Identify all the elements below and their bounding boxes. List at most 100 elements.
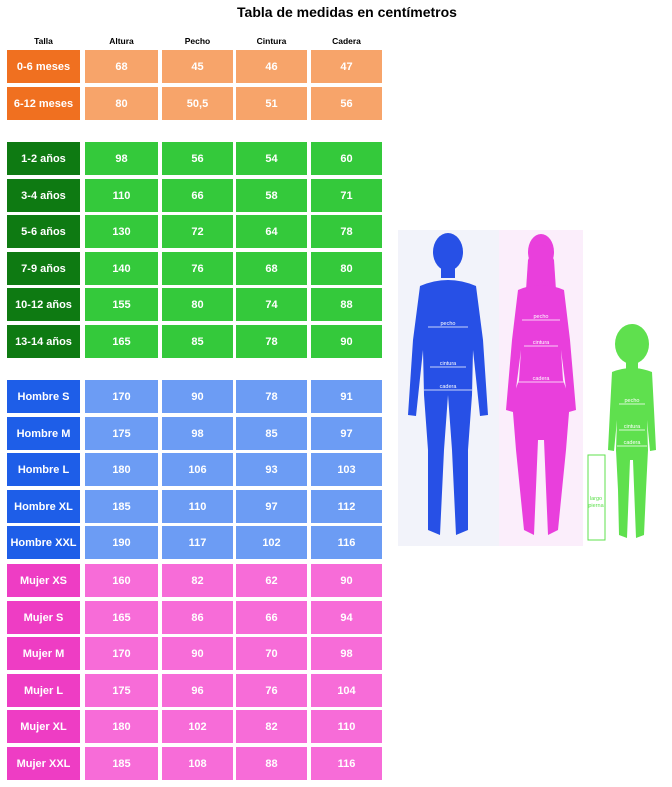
size-label-cell: Hombre XXL bbox=[7, 526, 80, 559]
altura-value-cell: 175 bbox=[85, 417, 158, 450]
cadera-value-cell: 91 bbox=[311, 380, 382, 413]
header-altura: Altura bbox=[109, 36, 134, 46]
woman-pecho-label: pecho bbox=[534, 314, 549, 320]
pecho-value-cell: 96 bbox=[162, 674, 233, 707]
altura-value-cell: 185 bbox=[85, 490, 158, 523]
size-label-cell: Hombre L bbox=[7, 453, 80, 486]
cadera-value-cell: 97 bbox=[311, 417, 382, 450]
size-label-cell: Hombre XL bbox=[7, 490, 80, 523]
altura-value-cell: 190 bbox=[85, 526, 158, 559]
woman-silhouette bbox=[506, 234, 576, 535]
cadera-value-cell: 98 bbox=[311, 637, 382, 670]
cadera-value-cell: 110 bbox=[311, 710, 382, 743]
altura-value-cell: 175 bbox=[85, 674, 158, 707]
pecho-value-cell: 85 bbox=[162, 325, 233, 358]
size-label-cell: Mujer M bbox=[7, 637, 80, 670]
cadera-value-cell: 90 bbox=[311, 564, 382, 597]
size-label-cell: 1-2 años bbox=[7, 142, 80, 175]
man-silhouette bbox=[408, 233, 488, 535]
altura-value-cell: 165 bbox=[85, 325, 158, 358]
pecho-value-cell: 108 bbox=[162, 747, 233, 780]
altura-value-cell: 170 bbox=[85, 380, 158, 413]
cintura-value-cell: 97 bbox=[236, 490, 307, 523]
cintura-value-cell: 66 bbox=[236, 601, 307, 634]
header-pecho: Pecho bbox=[184, 36, 211, 46]
size-label-cell: 0-6 meses bbox=[7, 50, 80, 83]
woman-measure-lines bbox=[518, 319, 564, 383]
pecho-value-cell: 106 bbox=[162, 453, 233, 486]
cadera-value-cell: 88 bbox=[311, 288, 382, 321]
cintura-value-cell: 78 bbox=[236, 325, 307, 358]
cintura-value-cell: 74 bbox=[236, 288, 307, 321]
pecho-value-cell: 76 bbox=[162, 252, 233, 285]
man-measure-lines bbox=[424, 326, 472, 391]
size-label-cell: 5-6 años bbox=[7, 215, 80, 248]
cintura-value-cell: 58 bbox=[236, 179, 307, 212]
cintura-value-cell: 102 bbox=[236, 526, 307, 559]
child-figure: pecho cintura cadera largo pierna bbox=[587, 324, 656, 541]
pecho-value-cell: 90 bbox=[162, 380, 233, 413]
cintura-value-cell: 93 bbox=[236, 453, 307, 486]
child-largo-pierna-label: largo pierna bbox=[588, 496, 604, 509]
altura-value-cell: 68 bbox=[85, 50, 158, 83]
pecho-value-cell: 117 bbox=[162, 526, 233, 559]
pecho-value-cell: 82 bbox=[162, 564, 233, 597]
pecho-value-cell: 66 bbox=[162, 179, 233, 212]
altura-value-cell: 130 bbox=[85, 215, 158, 248]
size-label-cell: 6-12 meses bbox=[7, 87, 80, 120]
cintura-value-cell: 54 bbox=[236, 142, 307, 175]
cintura-value-cell: 64 bbox=[236, 215, 307, 248]
page-title: Tabla de medidas en centímetros bbox=[237, 4, 457, 20]
cintura-value-cell: 51 bbox=[236, 87, 307, 120]
pecho-value-cell: 98 bbox=[162, 417, 233, 450]
cintura-value-cell: 76 bbox=[236, 674, 307, 707]
man-cintura-label: cintura bbox=[440, 361, 457, 367]
altura-value-cell: 170 bbox=[85, 637, 158, 670]
cadera-value-cell: 47 bbox=[311, 50, 382, 83]
cadera-value-cell: 104 bbox=[311, 674, 382, 707]
cadera-value-cell: 78 bbox=[311, 215, 382, 248]
altura-value-cell: 160 bbox=[85, 564, 158, 597]
man-pecho-label: pecho bbox=[441, 321, 456, 327]
cadera-value-cell: 94 bbox=[311, 601, 382, 634]
cintura-value-cell: 85 bbox=[236, 417, 307, 450]
size-label-cell: Hombre S bbox=[7, 380, 80, 413]
cintura-value-cell: 46 bbox=[236, 50, 307, 83]
header-cintura: Cintura bbox=[256, 36, 287, 46]
leg-length-box bbox=[587, 454, 606, 541]
pecho-value-cell: 56 bbox=[162, 142, 233, 175]
child-pecho-label: pecho bbox=[625, 398, 640, 404]
pecho-value-cell: 110 bbox=[162, 490, 233, 523]
altura-value-cell: 155 bbox=[85, 288, 158, 321]
pecho-value-cell: 90 bbox=[162, 637, 233, 670]
altura-value-cell: 180 bbox=[85, 710, 158, 743]
pecho-value-cell: 102 bbox=[162, 710, 233, 743]
body-measurement-illustration: pecho cintura cadera pecho cintura cader… bbox=[398, 230, 583, 546]
cintura-value-cell: 88 bbox=[236, 747, 307, 780]
pecho-value-cell: 45 bbox=[162, 50, 233, 83]
cadera-value-cell: 80 bbox=[311, 252, 382, 285]
size-label-cell: Mujer XXL bbox=[7, 747, 80, 780]
child-silhouette-shape bbox=[608, 324, 656, 538]
size-label-cell: Mujer XL bbox=[7, 710, 80, 743]
size-label-cell: 7-9 años bbox=[7, 252, 80, 285]
child-cadera-label: cadera bbox=[624, 440, 642, 446]
cadera-value-cell: 90 bbox=[311, 325, 382, 358]
size-label-cell: 10-12 años bbox=[7, 288, 80, 321]
size-label-cell: Mujer XS bbox=[7, 564, 80, 597]
header-cadera: Cadera bbox=[332, 36, 361, 46]
altura-value-cell: 140 bbox=[85, 252, 158, 285]
pecho-value-cell: 72 bbox=[162, 215, 233, 248]
cintura-value-cell: 68 bbox=[236, 252, 307, 285]
pecho-value-cell: 80 bbox=[162, 288, 233, 321]
size-label-cell: Mujer S bbox=[7, 601, 80, 634]
man-cadera-label: cadera bbox=[440, 384, 458, 390]
cintura-value-cell: 70 bbox=[236, 637, 307, 670]
pecho-value-cell: 86 bbox=[162, 601, 233, 634]
size-label-cell: 13-14 años bbox=[7, 325, 80, 358]
cintura-value-cell: 82 bbox=[236, 710, 307, 743]
altura-value-cell: 185 bbox=[85, 747, 158, 780]
child-cintura-label: cintura bbox=[624, 424, 641, 430]
cintura-value-cell: 78 bbox=[236, 380, 307, 413]
cintura-value-cell: 62 bbox=[236, 564, 307, 597]
